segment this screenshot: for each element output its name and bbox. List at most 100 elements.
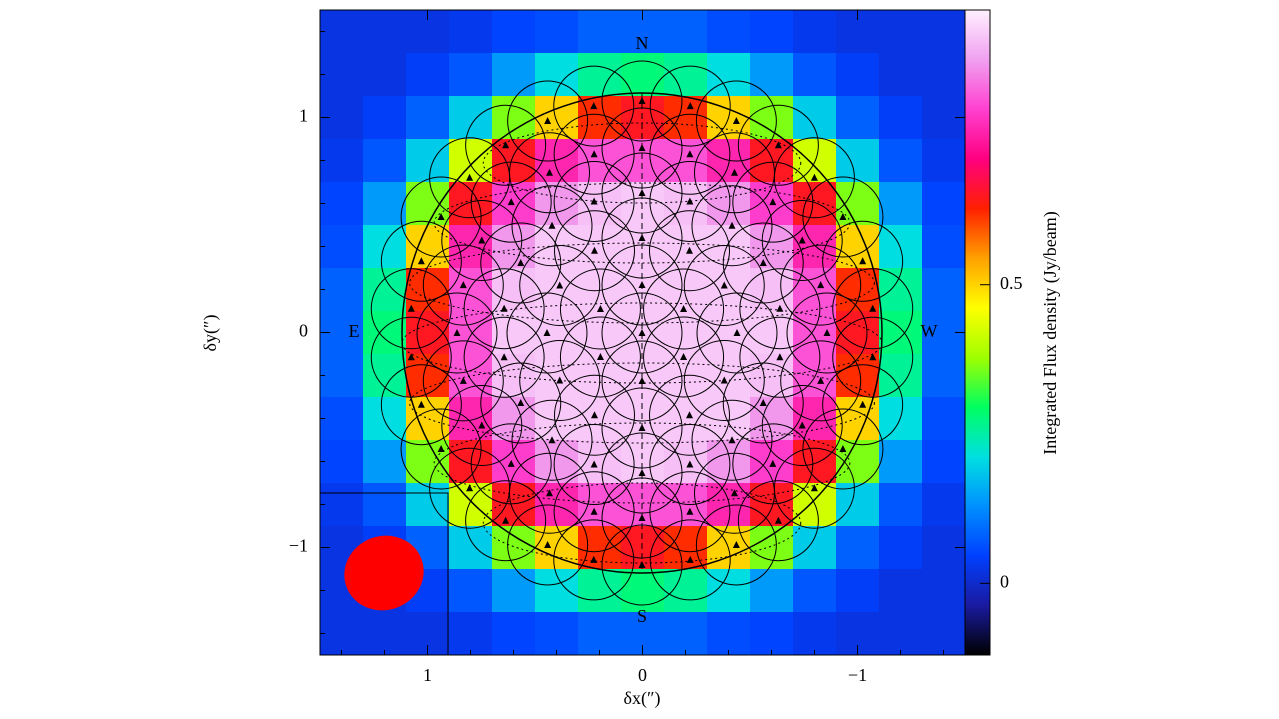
pointing-marker (544, 540, 552, 548)
pointing-marker (728, 221, 736, 229)
pointing-marker (548, 221, 556, 229)
pointing-circle (737, 104, 819, 186)
heatmap-cell (535, 440, 579, 484)
pointing-circle (643, 268, 725, 350)
heatmap-cell (879, 53, 923, 97)
heatmap-cell (406, 53, 450, 97)
pointing-marker (680, 305, 688, 312)
heatmap-cell (793, 440, 837, 484)
heatmap-cell (363, 311, 407, 355)
heatmap-cell (449, 397, 493, 441)
heatmap-cell (492, 354, 536, 398)
pointing-circle (554, 210, 635, 292)
pointing-marker (720, 281, 728, 289)
heatmap-cell (363, 139, 407, 183)
heatmap-cell (750, 612, 794, 655)
pointing-marker (478, 236, 486, 244)
pointing-circle (553, 471, 635, 553)
heatmap-cell (664, 397, 708, 441)
heatmap-cell (535, 10, 579, 54)
pointing-circle (739, 268, 821, 350)
pointing-marker (591, 411, 598, 419)
heatmap-cell (492, 483, 536, 527)
heatmap-cell (879, 182, 923, 226)
heatmap-cell (922, 139, 965, 183)
heatmap-cell (750, 139, 794, 183)
heatmap-cell (320, 225, 364, 269)
heatmap-cell (406, 483, 450, 527)
pointing-circle (511, 185, 593, 267)
heatmap-cell (836, 483, 880, 527)
pointing-circle (780, 340, 862, 422)
heatmap-cell (621, 440, 665, 484)
heatmap-cell (879, 569, 923, 613)
pointing-circle (695, 80, 777, 162)
heatmap-cell (793, 569, 837, 613)
heatmap-cell (922, 53, 965, 97)
pointing-pattern (370, 60, 914, 606)
pointing-circle (519, 245, 601, 326)
heatmap-cell (363, 10, 407, 54)
pointing-marker (759, 259, 767, 266)
x-tick-label: 1 (423, 665, 432, 685)
pointing-marker (417, 400, 425, 408)
y-axis-label: δy(″) (200, 315, 221, 352)
heatmap-cell (922, 612, 965, 655)
heatmap-cell (922, 569, 965, 613)
heatmap-cell (664, 225, 708, 269)
pointing-marker (544, 117, 552, 125)
pointing-marker (596, 305, 604, 312)
heatmap-cell (320, 483, 364, 527)
heatmap-cell (621, 53, 665, 97)
heatmap-cell (836, 397, 880, 441)
heatmap-cell (750, 569, 794, 613)
y-tick-label: 0 (299, 321, 308, 341)
heatmap-cell (492, 397, 536, 441)
heatmap-cell (793, 311, 837, 355)
pointing-marker (638, 469, 646, 476)
pointing-marker (638, 189, 646, 196)
pointing-marker (776, 304, 784, 312)
pointing-marker (638, 377, 646, 384)
heatmap-cell (320, 53, 364, 97)
beam (344, 535, 424, 611)
pointing-marker (869, 353, 877, 361)
pointing-marker (507, 198, 515, 206)
heatmap-cell (406, 354, 450, 398)
pointing-circle (465, 480, 547, 562)
pointing-marker (590, 102, 598, 110)
heatmap-cell (922, 354, 965, 398)
pointing-circle (691, 399, 773, 481)
heatmap-cell (879, 225, 923, 269)
pointing-circle (553, 113, 635, 195)
heatmap-cell (707, 440, 751, 484)
heatmap-cell (750, 526, 794, 570)
pointing-marker (817, 376, 825, 384)
heatmap-cell (879, 139, 923, 183)
pointing-circle (559, 268, 641, 350)
north-label: N (636, 33, 649, 53)
heatmap-cell (578, 440, 622, 484)
pointing-circle (822, 220, 904, 302)
pointing-circle (480, 222, 562, 304)
pointing-marker (769, 459, 777, 467)
heatmap-cell (879, 311, 923, 355)
heatmap-cell (449, 10, 493, 54)
pointing-circle (601, 340, 683, 422)
heatmap-cell (707, 53, 751, 97)
heatmap-cell (363, 354, 407, 398)
heatmap-cell (836, 225, 880, 269)
pointing-circle (737, 480, 819, 562)
pointing-marker (546, 489, 553, 497)
heatmap-cell (578, 311, 622, 355)
heatmap-cell (492, 96, 536, 140)
pointing-marker (798, 421, 806, 429)
pointing-marker (502, 516, 510, 524)
pointing-marker (823, 329, 831, 336)
pointing-circle (559, 316, 641, 398)
pointing-marker (517, 259, 525, 266)
heatmap-cell (793, 612, 837, 655)
pointing-circle (822, 364, 904, 446)
heatmap-cell (578, 225, 622, 269)
heatmap-cell (621, 182, 665, 226)
